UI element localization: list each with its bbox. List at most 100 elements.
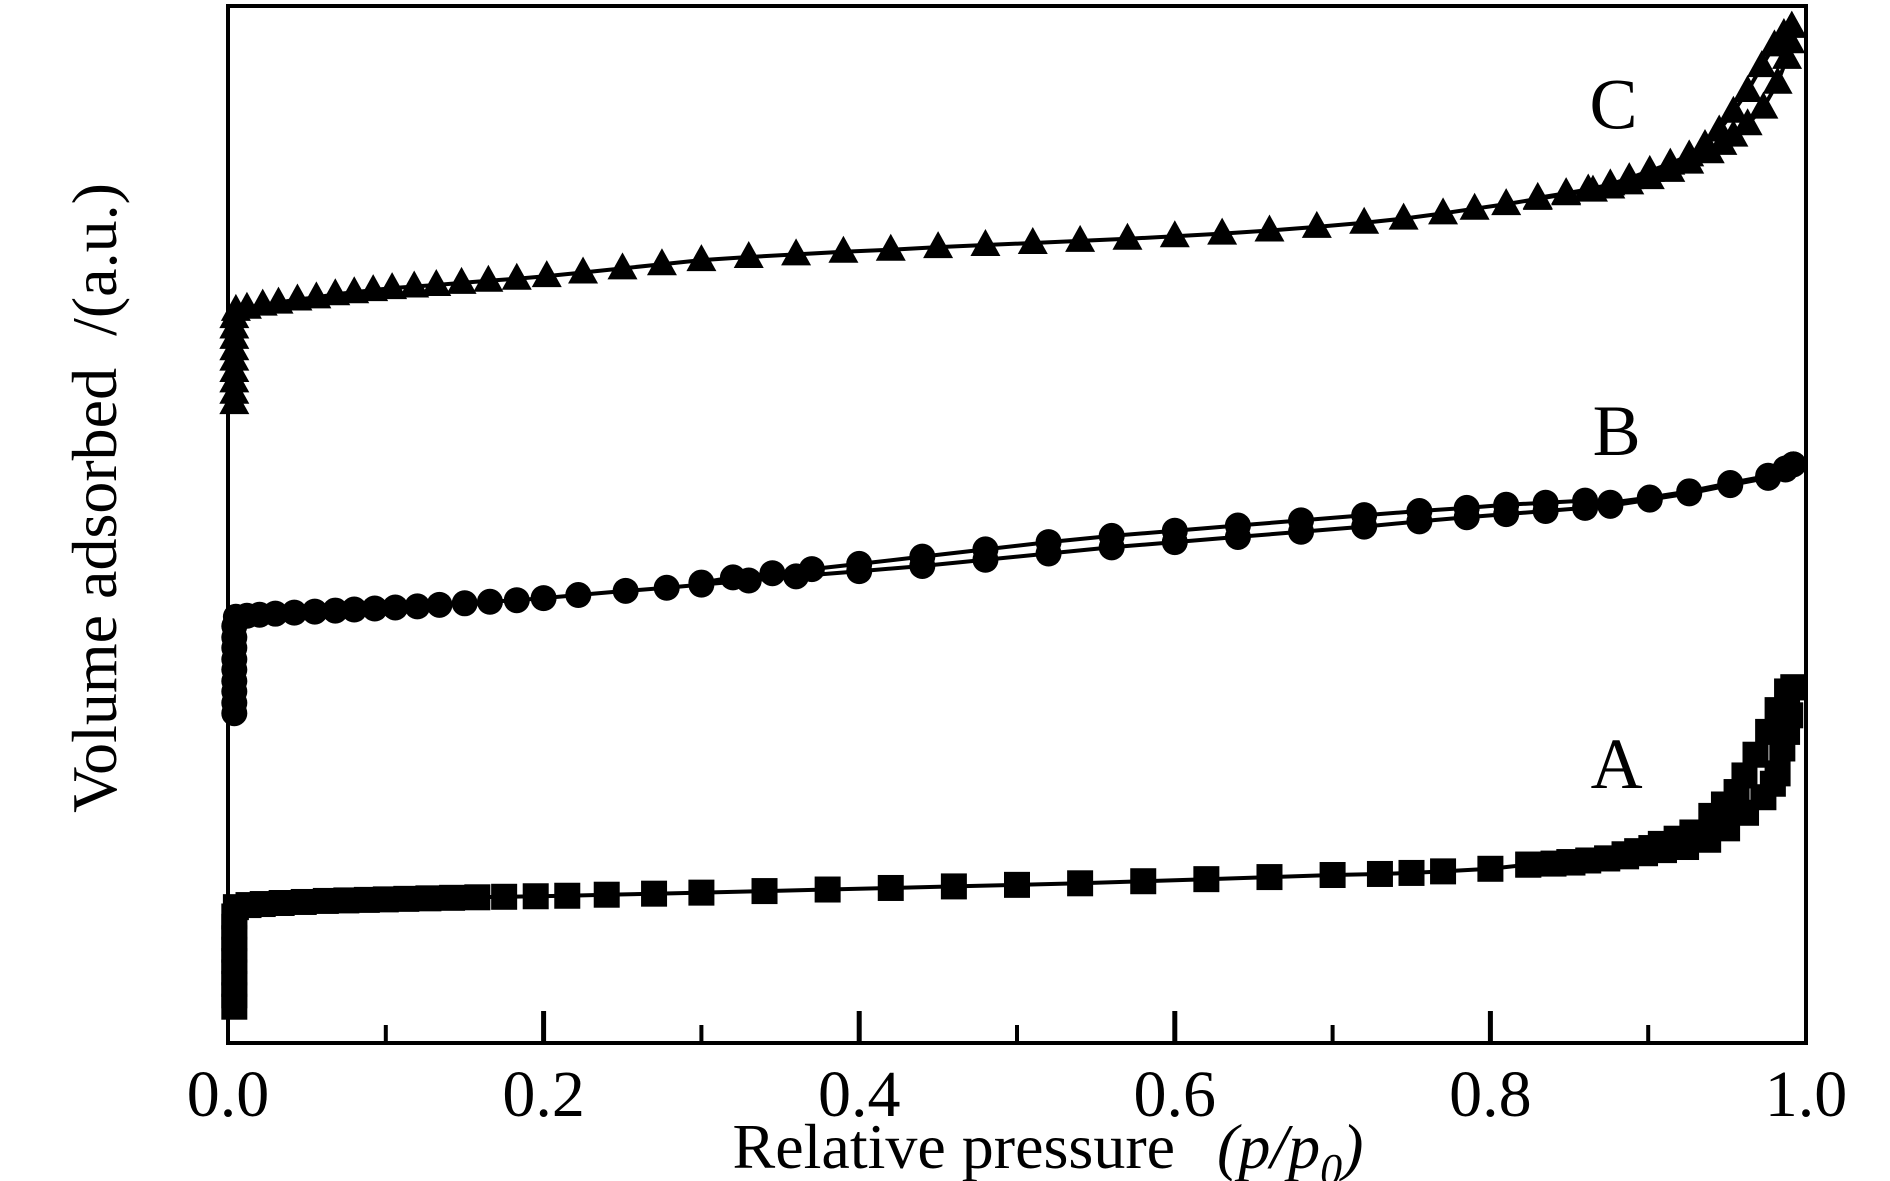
series-A-square-marker [1193, 866, 1220, 893]
series-C-triangle-marker [501, 262, 532, 290]
series-C-triangle-marker [1254, 214, 1285, 242]
x-tick-label: 0.6 [1134, 1058, 1217, 1131]
series-B-circle-marker [1035, 529, 1062, 556]
series-A-square-marker [814, 876, 841, 903]
series-B-circle-marker [1406, 498, 1433, 525]
series-C-triangle-marker [1595, 168, 1626, 196]
series-A-square-marker [1540, 850, 1567, 877]
series-A-square-marker [268, 890, 295, 917]
y-axis-title: Volume adsorbed /(a.u.) [59, 183, 130, 813]
series-A-square-marker [641, 880, 668, 907]
series-A-square-marker [688, 879, 715, 906]
series-C-triangle-marker [1017, 226, 1048, 254]
series-A-square-marker [1319, 862, 1346, 889]
series-B-circle-marker [503, 587, 530, 614]
series-label-A: A [1591, 724, 1643, 804]
series-C-triangle-marker [1573, 173, 1604, 201]
series-C-triangle-marker [781, 238, 812, 266]
x-tick-label: 1.0 [1765, 1058, 1848, 1131]
series-C-triangle-marker [1428, 197, 1459, 225]
series-C-triangle-marker [1732, 75, 1763, 103]
series-A-square-marker [1398, 859, 1425, 886]
series-C-triangle-marker [1655, 147, 1686, 175]
series-B-circle-marker [301, 598, 328, 625]
series-A-square-marker [1764, 760, 1791, 787]
series-C-triangle-marker [473, 264, 504, 292]
series-C-triangle-marker [923, 231, 954, 259]
series-A-square-marker [491, 883, 518, 910]
series-A-square-marker [593, 881, 620, 908]
series-B-circle-marker [1098, 522, 1125, 549]
series-B-circle-marker [426, 591, 453, 618]
series-B-circle-marker [1717, 470, 1744, 497]
series-A-square-marker [439, 884, 466, 911]
x-tick-label: 0.2 [502, 1058, 585, 1131]
series-B-circle-marker [1161, 517, 1188, 544]
series-B-circle-marker [1493, 491, 1520, 518]
series-A-square-marker [554, 882, 581, 909]
series-C-triangle-marker [970, 229, 1001, 257]
series-B-circle-marker [1288, 507, 1315, 534]
series-curves [219, 10, 1807, 1020]
series-C-triangle-marker [1704, 114, 1735, 142]
series-C-adsorption-line [232, 24, 1794, 406]
series-A-square-marker [1477, 855, 1504, 882]
series-C-triangle-marker [1301, 210, 1332, 238]
series-A-square-marker [1366, 860, 1393, 887]
series-B-circle-marker [1676, 478, 1703, 505]
series-B-circle-marker [322, 597, 349, 624]
plot-frame [226, 4, 1808, 1045]
series-C-triangle-marker [875, 233, 906, 261]
series-C-triangle-marker [531, 260, 562, 288]
series-B-circle-marker [653, 574, 680, 601]
series-B-circle-marker [1224, 512, 1251, 539]
series-A [221, 674, 1807, 1020]
series-C-triangle-marker [646, 248, 677, 276]
series-C-triangle-marker [1748, 91, 1779, 119]
series-B-circle-marker [281, 599, 308, 626]
series-label-B: B [1593, 391, 1641, 471]
series-C-triangle-marker [1522, 181, 1553, 209]
series-B-circle-marker [361, 595, 388, 622]
series-B-circle-marker [565, 582, 592, 609]
series-B-circle-marker [1636, 484, 1663, 511]
series-C-triangle-marker [399, 270, 430, 298]
series-B-circle-marker [451, 590, 478, 617]
series-B-circle-marker [846, 550, 873, 577]
series-C-triangle-marker [1634, 154, 1665, 182]
series-labels: A B C [1589, 64, 1642, 804]
series-A-square-marker [1130, 868, 1157, 895]
series-B-circle-marker [612, 577, 639, 604]
series-A-square-marker [877, 874, 904, 901]
series-B-circle-marker [476, 588, 503, 615]
series-A-square-marker [1430, 858, 1457, 885]
series-A-square-marker [464, 884, 491, 911]
series-C-triangle-marker [377, 272, 408, 300]
series-C-triangle-marker [1349, 206, 1380, 234]
series-C-triangle-marker [1207, 217, 1238, 245]
series-B-circle-marker [1755, 462, 1782, 489]
x-tick-label: 0.0 [187, 1058, 270, 1131]
series-B-circle-marker [972, 536, 999, 563]
series-C-triangle-marker [421, 268, 452, 296]
series-C-triangle-marker [1112, 222, 1143, 250]
x-axis-ticks [383, 1011, 1651, 1041]
series-B-circle-marker [1572, 487, 1599, 514]
series-B-circle-marker [1453, 494, 1480, 521]
series-A-square-marker [940, 873, 967, 900]
x-tick-label: 0.4 [818, 1058, 901, 1131]
series-B-circle-marker [404, 593, 431, 620]
series-B-circle-marker [909, 543, 936, 570]
series-A-square-marker [1764, 697, 1791, 724]
series-B-circle-marker [1351, 502, 1378, 529]
series-A-square-marker [1067, 870, 1094, 897]
series-C-triangle-marker [568, 256, 599, 284]
series-B-circle-marker [262, 600, 289, 627]
series-A-square-marker [1256, 864, 1283, 891]
series-B-circle-marker [688, 569, 715, 596]
series-label-C: C [1589, 64, 1637, 144]
series-B-circle-marker [798, 556, 825, 583]
series-B-circle-marker [719, 564, 746, 591]
